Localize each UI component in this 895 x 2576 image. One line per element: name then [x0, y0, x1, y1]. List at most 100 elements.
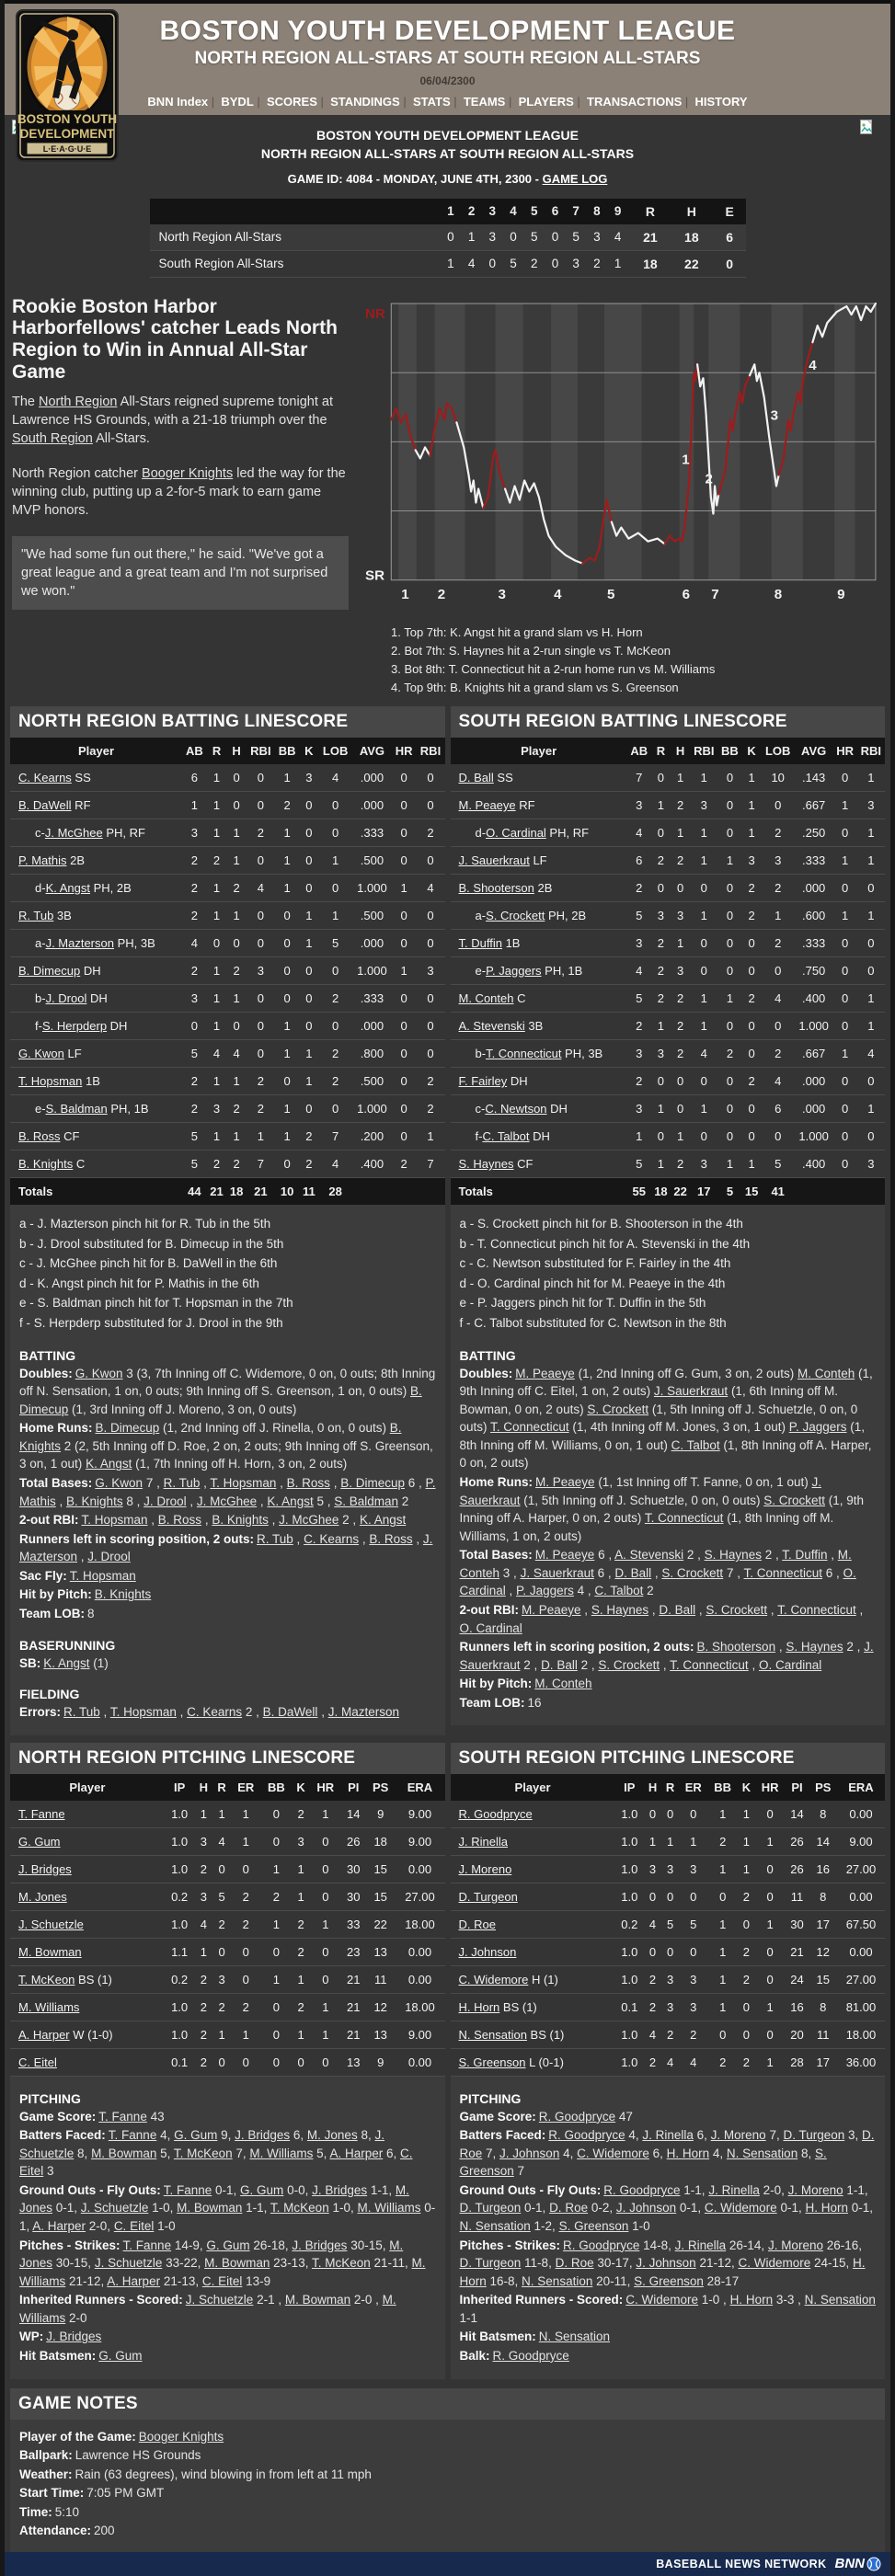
player-link[interactable]: J. Johnson: [615, 2201, 677, 2215]
player-link[interactable]: S. Baldman: [334, 1494, 399, 1508]
player-link[interactable]: C. Eitel: [113, 2219, 155, 2234]
game-log-link[interactable]: GAME LOG: [542, 171, 608, 186]
player-link[interactable]: N. Sensation: [522, 2273, 593, 2288]
player-link[interactable]: J. Bridges: [292, 2238, 348, 2252]
player-link[interactable]: G. Gum: [240, 2182, 284, 2197]
player-link[interactable]: T. Hopsman: [69, 1568, 136, 1583]
player-link[interactable]: S. Crockett: [706, 1602, 768, 1617]
player-link[interactable]: M. Peaeye: [458, 798, 516, 813]
player-link[interactable]: P. Mathis: [19, 1476, 436, 1508]
player-link[interactable]: B. Knights: [18, 1157, 74, 1172]
player-link[interactable]: J. Johnson: [499, 2146, 560, 2160]
player-link[interactable]: R. Tub: [18, 909, 54, 923]
player-link[interactable]: C. Talbot: [594, 1584, 644, 1598]
player-link[interactable]: J. Bridges: [18, 1861, 72, 1876]
player-link[interactable]: O. Cardinal: [486, 826, 546, 841]
player-link[interactable]: G. Kwon: [95, 1476, 143, 1491]
player-link[interactable]: R. Tub: [257, 1531, 293, 1546]
player-link[interactable]: D. Ball: [458, 771, 494, 785]
player-link[interactable]: P. Mathis: [18, 853, 67, 868]
player-link[interactable]: J. Schuetzle: [94, 2256, 163, 2271]
player-link[interactable]: J. Mazterson: [19, 1531, 433, 1564]
player-link[interactable]: M. Bowman: [177, 2201, 243, 2215]
player-link[interactable]: B. Dimecup: [95, 1421, 160, 1436]
player-link[interactable]: G. Kwon: [18, 1047, 64, 1061]
player-link[interactable]: T. Connecticut: [644, 1511, 724, 1526]
player-link[interactable]: S. Greenson: [634, 2273, 704, 2288]
player-link[interactable]: T. Fanne: [98, 2109, 147, 2124]
player-link[interactable]: C. Kearns: [187, 1705, 243, 1720]
player-link[interactable]: D. Turgeon: [783, 2128, 845, 2143]
player-link[interactable]: T. McKeon: [311, 2256, 371, 2271]
player-link[interactable]: C. Talbot: [482, 1129, 530, 1144]
player-link[interactable]: J. Mazterson: [327, 1705, 399, 1720]
player-link[interactable]: T. Connecticut: [743, 1565, 823, 1580]
player-link[interactable]: S. Haynes: [591, 1602, 649, 1617]
player-link[interactable]: Booger Knights: [142, 466, 234, 482]
player-link[interactable]: J. Bridges: [235, 2128, 291, 2143]
player-link[interactable]: D. Turgeon: [459, 2201, 522, 2215]
nav-item[interactable]: STATS: [400, 95, 451, 109]
player-link[interactable]: M. Williams: [357, 2201, 421, 2215]
player-link[interactable]: North Region: [39, 395, 118, 410]
player-link[interactable]: T. Duffin: [458, 936, 502, 951]
player-link[interactable]: B. Ross: [18, 1129, 61, 1144]
player-link[interactable]: T. McKeon: [18, 1972, 75, 1986]
player-link[interactable]: H. Horn: [458, 1999, 500, 2014]
player-link[interactable]: J. McGhee: [279, 1513, 339, 1528]
player-link[interactable]: M. Peaeye: [522, 1602, 581, 1617]
player-link[interactable]: R. Goodpryce: [538, 2109, 616, 2124]
player-link[interactable]: M. Bowman: [284, 2293, 351, 2307]
player-link[interactable]: G. Kwon: [75, 1366, 123, 1380]
player-link[interactable]: Booger Knights: [138, 2429, 224, 2444]
player-link[interactable]: D. Ball: [659, 1602, 696, 1617]
player-link[interactable]: S. Crockett: [661, 1565, 724, 1580]
nav-item[interactable]: BNN Index: [147, 94, 209, 109]
player-link[interactable]: A. Stevenski: [614, 1548, 684, 1563]
player-link[interactable]: N. Sensation: [458, 2027, 527, 2042]
player-link[interactable]: O. Cardinal: [758, 1657, 822, 1672]
player-link[interactable]: M. Peaeye: [535, 1475, 595, 1490]
player-link[interactable]: G. Gum: [18, 1834, 61, 1849]
player-link[interactable]: South Region: [12, 431, 93, 447]
player-link[interactable]: M. Conteh: [534, 1677, 592, 1691]
player-link[interactable]: S. Crockett: [587, 1402, 649, 1416]
player-link[interactable]: K. Angst: [86, 1457, 132, 1471]
player-link[interactable]: R. Goodpryce: [548, 2128, 625, 2143]
player-link[interactable]: T. Connecticut: [670, 1657, 749, 1672]
player-link[interactable]: R. Goodpryce: [458, 1806, 533, 1821]
player-link[interactable]: B. Shooterson: [696, 1640, 776, 1654]
player-link[interactable]: M. Jones: [18, 1889, 67, 1904]
player-link[interactable]: C. Widemore: [458, 1972, 529, 1986]
player-link[interactable]: O. Cardinal: [459, 1565, 856, 1598]
player-link[interactable]: J. Drool: [87, 1550, 131, 1564]
player-link[interactable]: S. Greenson: [458, 2055, 526, 2069]
player-link[interactable]: R. Goodpryce: [603, 2182, 681, 2197]
player-link[interactable]: T. Hopsman: [210, 1476, 277, 1491]
player-link[interactable]: R. Tub: [163, 1476, 201, 1491]
player-link[interactable]: N. Sensation: [804, 2293, 876, 2307]
player-link[interactable]: D. Roe: [458, 1917, 496, 1931]
player-link[interactable]: K. Angst: [267, 1494, 314, 1508]
player-link[interactable]: N. Sensation: [538, 2330, 611, 2344]
player-link[interactable]: B. Dimecup: [18, 964, 81, 979]
player-link[interactable]: C. Talbot: [671, 1437, 720, 1452]
player-link[interactable]: J. Johnson: [458, 1944, 517, 1959]
player-link[interactable]: B. Ross: [286, 1476, 330, 1491]
player-link[interactable]: K. Angst: [45, 881, 90, 896]
player-link[interactable]: J. Drool: [143, 1494, 187, 1508]
player-link[interactable]: K. Angst: [43, 1655, 90, 1670]
player-link[interactable]: M. Bowman: [18, 1944, 82, 1959]
player-link[interactable]: B. Dimecup: [340, 1476, 405, 1491]
player-link[interactable]: T. Fanne: [108, 2128, 157, 2143]
player-link[interactable]: K. Angst: [359, 1513, 407, 1528]
player-link[interactable]: T. McKeon: [270, 2201, 329, 2215]
nav-item[interactable]: TEAMS: [451, 95, 506, 109]
player-link[interactable]: J. Mazterson: [45, 936, 114, 951]
player-link[interactable]: O. Cardinal: [459, 1620, 522, 1635]
player-link[interactable]: M. Conteh: [797, 1366, 855, 1380]
player-link[interactable]: H. Horn: [805, 2201, 848, 2215]
player-link[interactable]: S. Crockett: [486, 909, 545, 923]
player-link[interactable]: T. Hopsman: [81, 1513, 148, 1528]
player-link[interactable]: J. Johnson: [636, 2256, 696, 2271]
